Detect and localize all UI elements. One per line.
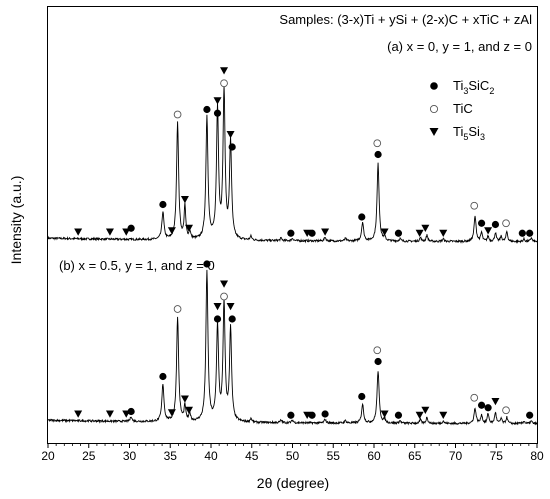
ti3sic2-marker: [213, 109, 222, 117]
tic-marker: [220, 292, 228, 301]
ti3sic2-marker: [203, 105, 211, 114]
ti3sic2-marker: [203, 260, 211, 268]
ti5si3-marker: [180, 395, 189, 403]
chart-title: Samples: (3-x)Ti + ySi + (2-x)C + xTiC +…: [279, 12, 532, 27]
ti3sic2-marker: [228, 315, 236, 323]
x-tick-label: 45: [245, 449, 259, 463]
tic-marker: [470, 201, 479, 210]
peak-markers: [74, 67, 534, 420]
tic-marker: [502, 219, 510, 228]
ti3sic2-marker: [491, 220, 500, 229]
ti3sic2-marker: [308, 229, 316, 237]
ti3sic2-marker: [287, 411, 295, 419]
ti5si3-marker: [380, 410, 389, 418]
ti3sic2-marker: [228, 143, 236, 151]
tic-marker: [173, 305, 182, 313]
x-tick-label: 65: [408, 449, 422, 463]
ti5si3-marker: [415, 229, 424, 238]
plot-frame: [47, 6, 538, 444]
tic-marker: [502, 406, 510, 415]
ti5si3-marker: [167, 227, 176, 235]
ti5si3-marker: [421, 224, 430, 233]
ti3sic2-marker: [518, 229, 526, 237]
ti5si3-marker: [484, 227, 493, 235]
ti3sic2-marker: [127, 224, 135, 232]
x-tick-label: 35: [164, 449, 178, 463]
ti5si3-marker: [421, 406, 430, 415]
y-axis-label: Intensity (a.u.): [8, 176, 24, 265]
ti5si3-marker: [74, 410, 83, 418]
ti3sic2-marker: [127, 407, 135, 416]
x-tick-label: 60: [367, 449, 381, 463]
x-tick-label: 80: [530, 449, 544, 463]
ti5si3-marker: [184, 406, 193, 415]
x-axis: 20 25 30 35 40 45 50 55 60 65 70 75 80: [41, 443, 544, 463]
ti5si3-marker: [220, 67, 229, 75]
x-tick-label: 25: [82, 449, 96, 463]
tic-marker: [373, 139, 382, 148]
tic-marker: [173, 110, 182, 119]
ti5si3-marker: [439, 411, 448, 420]
ti5si3-marker: [167, 409, 176, 417]
x-tick-label: 40: [204, 449, 218, 463]
ti5si3-marker: [180, 196, 189, 204]
tic-marker: [470, 393, 479, 402]
ti3sic2-marker: [374, 150, 382, 159]
ti5si3-marker: [439, 229, 448, 238]
ti5si3-marker: [213, 97, 222, 105]
ti3sic2-marker: [526, 229, 534, 237]
ti5si3-marker: [105, 228, 114, 236]
legend: Ti3SiC2 TiC Ti5Si3: [429, 78, 494, 142]
x-tick-label: 55: [327, 449, 341, 463]
tic-marker: [373, 346, 382, 355]
ti3sic2-marker: [159, 200, 167, 209]
ti5si3-marker: [491, 398, 500, 406]
legend-label: Ti3SiC2: [453, 78, 494, 96]
legend-label: Ti5Si3: [453, 124, 485, 142]
legend-label: TiC: [453, 101, 473, 116]
x-axis-label: 2θ (degree): [257, 475, 329, 491]
ti3sic2-marker: [477, 219, 486, 227]
ti5si3-marker: [213, 303, 222, 311]
x-tick-label: 20: [41, 449, 55, 463]
traces: [47, 84, 538, 426]
x-tick-label: 75: [490, 449, 504, 463]
ti5si3-marker: [380, 228, 389, 236]
ti3sic2-marker: [358, 213, 366, 221]
legend-tic-icon: [429, 104, 439, 114]
ti3sic2-marker: [484, 404, 492, 412]
ti3sic2-marker: [394, 411, 403, 419]
x-tick-label: 70: [449, 449, 463, 463]
ti5si3-marker: [226, 303, 235, 311]
legend-ti3sic2-icon: [430, 82, 438, 90]
ti3sic2-marker: [526, 411, 534, 419]
series-b-label: (b) x = 0.5, y = 1, and z = 0: [59, 258, 215, 273]
ti5si3-marker: [220, 280, 229, 288]
tic-marker: [220, 79, 228, 88]
x-tick-label: 50: [286, 449, 300, 463]
ti3sic2-marker: [287, 229, 295, 237]
ti3sic2-marker: [358, 392, 366, 401]
ti3sic2-marker: [477, 401, 486, 409]
ti5si3-marker: [74, 228, 83, 236]
diffraction-trace: [47, 269, 538, 426]
ti3sic2-marker: [213, 315, 222, 323]
ti5si3-marker: [415, 411, 424, 420]
ti3sic2-marker: [374, 357, 382, 366]
ti5si3-marker: [321, 228, 330, 236]
ti3sic2-marker: [308, 411, 316, 419]
legend-ti5si3-icon: [429, 128, 439, 136]
ti5si3-marker: [184, 224, 193, 233]
diffraction-trace: [47, 84, 538, 244]
ti3sic2-marker: [394, 229, 403, 237]
series-a-label: (a) x = 0, y = 1, and z = 0: [387, 39, 532, 54]
ti5si3-marker: [226, 131, 235, 139]
ti3sic2-marker: [321, 410, 329, 418]
ti5si3-marker: [105, 410, 114, 418]
ti3sic2-marker: [159, 372, 167, 381]
x-tick-label: 30: [123, 449, 137, 463]
